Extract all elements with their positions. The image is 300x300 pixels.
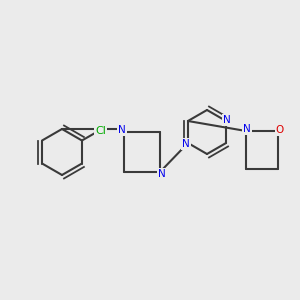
Text: N: N (223, 115, 231, 125)
Text: N: N (158, 169, 166, 179)
Text: N: N (118, 125, 126, 135)
Text: Cl: Cl (95, 125, 106, 136)
Text: N: N (243, 124, 251, 134)
Text: O: O (276, 125, 284, 135)
Text: N: N (182, 139, 190, 149)
